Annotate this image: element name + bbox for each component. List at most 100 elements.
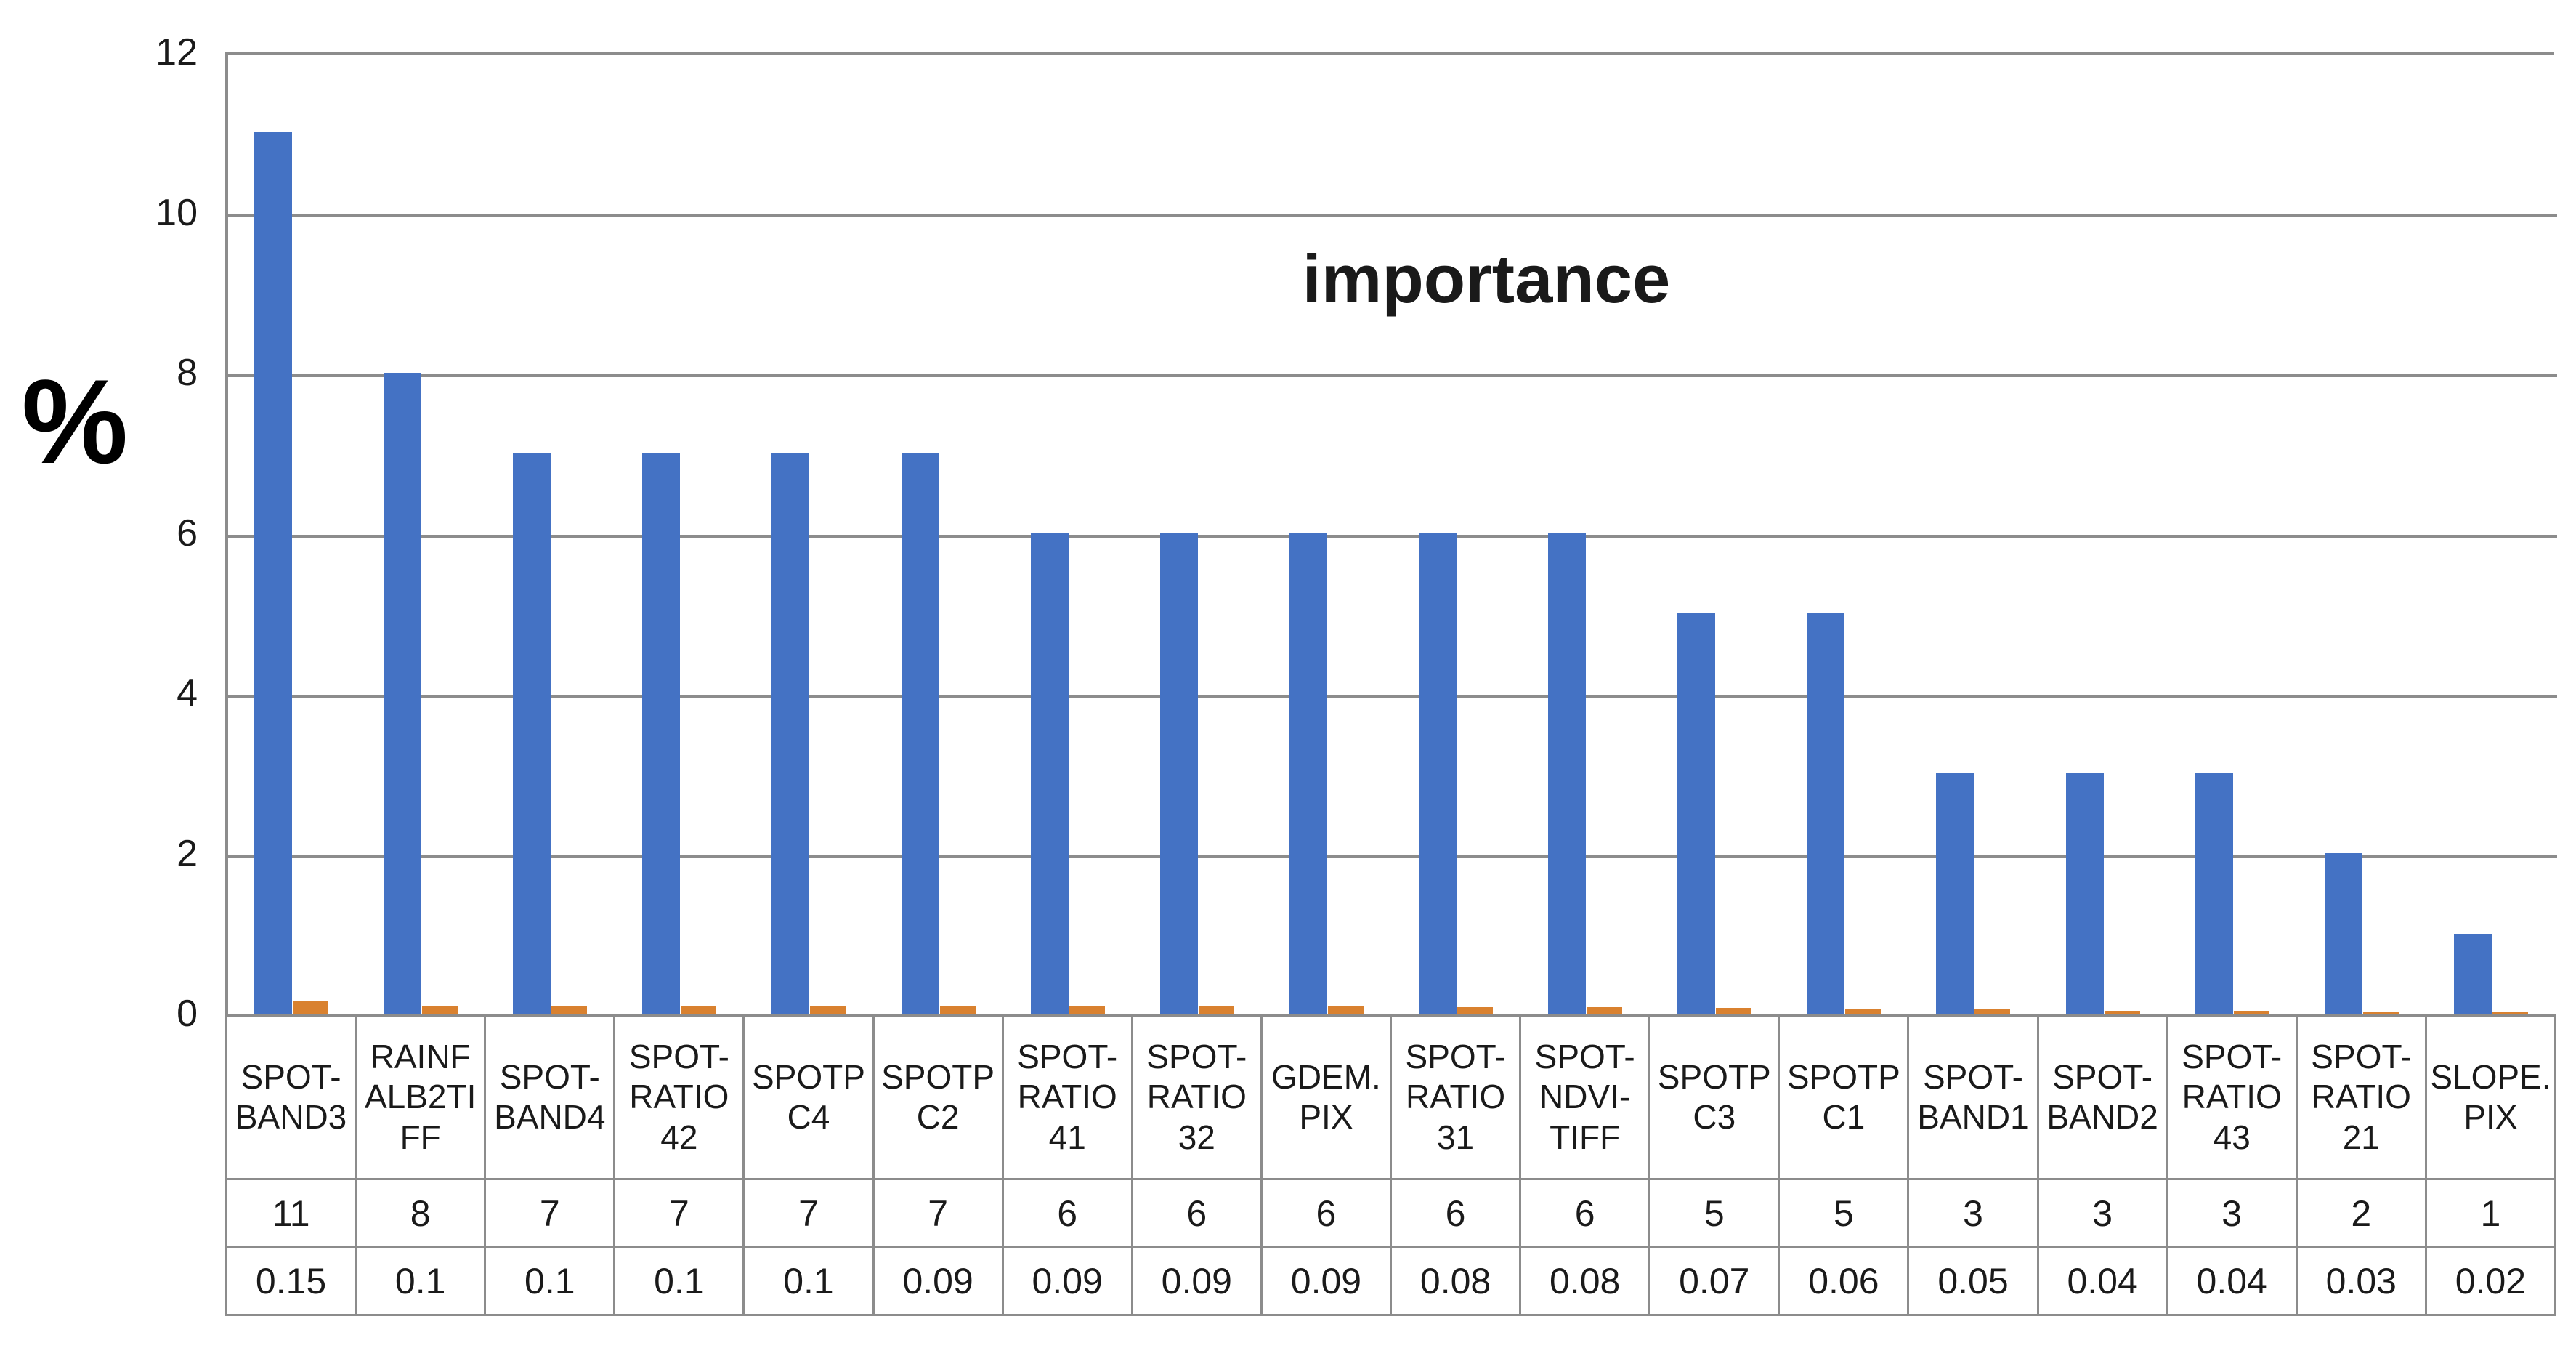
- table-value1-13: 5: [1780, 1180, 1910, 1248]
- bar-blue-1: [254, 132, 292, 1014]
- gridline-6: [228, 534, 2557, 538]
- y-tick-label-6: 6: [177, 512, 198, 554]
- table-value1-2: 8: [357, 1180, 487, 1248]
- table-value1-11: 6: [1521, 1180, 1651, 1248]
- table-value2-5: 0.1: [745, 1248, 875, 1316]
- table-value1-5: 7: [745, 1180, 875, 1248]
- table-value2-17: 0.03: [2297, 1248, 2427, 1316]
- data-table: SPOT- BAND3 RAINF ALB2TI FF SPOT- BAND4 SPO…: [225, 1014, 2556, 1316]
- table-category-18: SLOPE. PIX: [2426, 1017, 2556, 1180]
- bar-blue-17: [2325, 853, 2362, 1014]
- gridline-10: [228, 214, 2557, 217]
- table-category-6: SPOTP C2: [874, 1017, 1004, 1180]
- table-value2-18: 0.02: [2426, 1248, 2556, 1316]
- table-value1-6: 7: [874, 1180, 1004, 1248]
- table-category-16: SPOT- RATIO 43: [2168, 1017, 2298, 1180]
- table-value1-9: 6: [1262, 1180, 1392, 1248]
- bar-blue-16: [2195, 773, 2233, 1014]
- table-value2-2: 0.1: [357, 1248, 487, 1316]
- bar-blue-3: [513, 453, 551, 1014]
- table-value1-14: 3: [1909, 1180, 2039, 1248]
- bar-blue-7: [1031, 533, 1069, 1014]
- bar-orange-7: [1069, 1006, 1105, 1014]
- bar-blue-14: [1936, 773, 1974, 1014]
- bar-blue-6: [902, 453, 939, 1014]
- table-category-9: GDEM. PIX: [1262, 1017, 1392, 1180]
- table-value1-18: 1: [2426, 1180, 2556, 1248]
- table-category-1: SPOT- BAND3: [227, 1017, 357, 1180]
- table-value2-8: 0.09: [1133, 1248, 1263, 1316]
- bar-blue-4: [642, 453, 680, 1014]
- table-category-8: SPOT- RATIO 32: [1133, 1017, 1263, 1180]
- bar-orange-1: [293, 1001, 328, 1014]
- y-tick-label-0: 0: [177, 993, 198, 1035]
- bar-orange-6: [940, 1006, 976, 1014]
- table-value2-7: 0.09: [1003, 1248, 1133, 1316]
- table-value2-6: 0.09: [874, 1248, 1004, 1316]
- bar-blue-2: [384, 373, 421, 1014]
- table-category-11: SPOT- NDVI- TIFF: [1521, 1017, 1651, 1180]
- table-value2-13: 0.06: [1780, 1248, 1910, 1316]
- bar-blue-18: [2454, 934, 2492, 1014]
- bar-orange-9: [1328, 1006, 1364, 1014]
- y-axis-label-percent: %: [21, 355, 129, 488]
- table-value2-11: 0.08: [1521, 1248, 1651, 1316]
- bar-orange-14: [1974, 1009, 2010, 1014]
- table-value2-12: 0.07: [1650, 1248, 1781, 1316]
- table-category-15: SPOT- BAND2: [2038, 1017, 2168, 1180]
- bar-orange-18: [2492, 1012, 2528, 1014]
- y-tick-label-2: 2: [177, 832, 198, 875]
- bar-orange-3: [551, 1006, 587, 1014]
- bar-blue-9: [1289, 533, 1327, 1014]
- chart-title: importance: [1302, 241, 1671, 317]
- gridline-8: [228, 374, 2557, 377]
- gridline-2: [228, 855, 2557, 858]
- bar-orange-5: [810, 1006, 846, 1014]
- table-category-5: SPOTP C4: [745, 1017, 875, 1180]
- table-value1-3: 7: [486, 1180, 616, 1248]
- table-value1-17: 2: [2297, 1180, 2427, 1248]
- bar-orange-10: [1457, 1007, 1493, 1014]
- table-category-3: SPOT- BAND4: [486, 1017, 616, 1180]
- table-category-12: SPOTP C3: [1650, 1017, 1781, 1180]
- table-value2-15: 0.04: [2038, 1248, 2168, 1316]
- y-tick-label-12: 12: [155, 31, 198, 73]
- bar-orange-8: [1199, 1006, 1234, 1014]
- table-category-10: SPOT- RATIO 31: [1392, 1017, 1522, 1180]
- table-value2-14: 0.05: [1909, 1248, 2039, 1316]
- bar-orange-17: [2363, 1012, 2399, 1014]
- bar-orange-16: [2234, 1011, 2269, 1014]
- bar-orange-4: [681, 1006, 716, 1014]
- bar-blue-15: [2066, 773, 2104, 1014]
- y-tick-label-8: 8: [177, 352, 198, 394]
- table-value1-16: 3: [2168, 1180, 2298, 1248]
- bar-orange-15: [2105, 1011, 2140, 1014]
- table-category-14: SPOT- BAND1: [1909, 1017, 2039, 1180]
- table-value1-4: 7: [615, 1180, 745, 1248]
- table-value1-12: 5: [1650, 1180, 1781, 1248]
- table-category-13: SPOTP C1: [1780, 1017, 1910, 1180]
- bar-orange-11: [1587, 1007, 1622, 1014]
- table-value2-16: 0.04: [2168, 1248, 2298, 1316]
- bar-orange-2: [422, 1006, 458, 1014]
- table-value2-4: 0.1: [615, 1248, 745, 1316]
- bar-orange-12: [1716, 1008, 1751, 1014]
- plot-area: [225, 52, 2557, 1014]
- bar-blue-13: [1807, 613, 1844, 1014]
- table-value2-10: 0.08: [1392, 1248, 1522, 1316]
- table-value1-8: 6: [1133, 1180, 1263, 1248]
- table-value2-3: 0.1: [486, 1248, 616, 1316]
- bar-blue-8: [1160, 533, 1198, 1014]
- table-value1-15: 3: [2038, 1180, 2168, 1248]
- table-value2-9: 0.09: [1262, 1248, 1392, 1316]
- table-category-4: SPOT- RATIO 42: [615, 1017, 745, 1180]
- bar-blue-10: [1419, 533, 1457, 1014]
- table-value1-10: 6: [1392, 1180, 1522, 1248]
- y-tick-label-10: 10: [155, 191, 198, 234]
- bar-blue-12: [1677, 613, 1715, 1014]
- y-tick-label-4: 4: [177, 672, 198, 714]
- bar-orange-13: [1845, 1009, 1881, 1014]
- gridline-4: [228, 695, 2557, 698]
- table-category-17: SPOT- RATIO 21: [2297, 1017, 2427, 1180]
